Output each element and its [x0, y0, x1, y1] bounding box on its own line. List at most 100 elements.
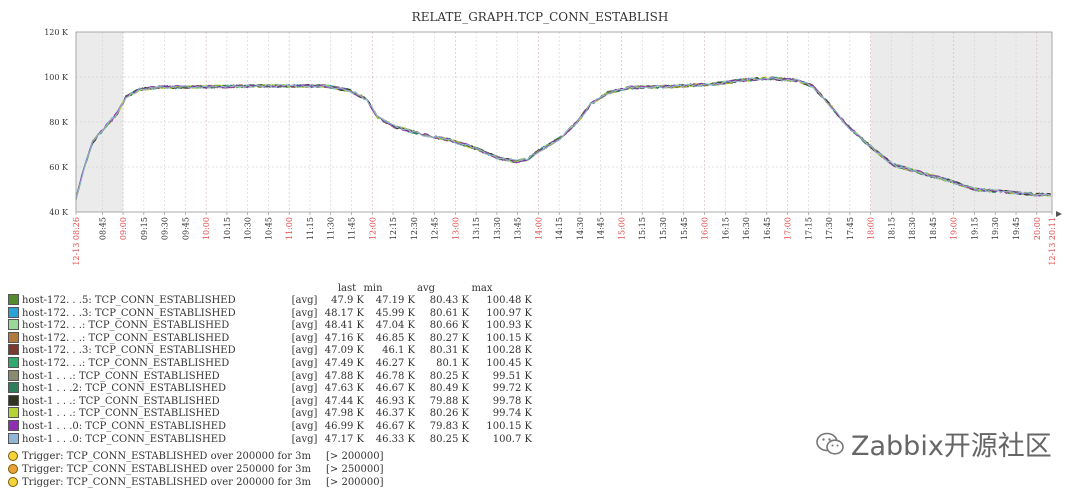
legend-avg: 80.27 K [429, 332, 469, 344]
x-tick-label: 19:00 [950, 217, 959, 240]
legend-item: host-1 . . .: TCP_CONN_ESTABLISHED [avg] 4… [8, 369, 532, 383]
legend-max: 100.28 K [486, 345, 532, 357]
legend-max: 99.74 K [492, 408, 532, 420]
x-tick-label: 08:45 [98, 217, 107, 240]
x-tick-label: 16:00 [701, 217, 710, 240]
x-tick-label: 09:45 [181, 217, 190, 240]
x-tick-label: 11:15 [306, 217, 315, 240]
legend-min: 46.33 K [375, 433, 415, 445]
y-tick-label: 100 K [44, 73, 69, 82]
legend-item: host-1 . . .2: TCP_CONN_ESTABLISHED [avg]… [8, 382, 532, 395]
legend-swatch [8, 306, 19, 318]
x-tick-label: 19:15 [970, 217, 979, 240]
legend-series-name: host-1 . . .2: TCP_CONN_ESTABLISHED [22, 383, 227, 395]
legend-series-name: host-1 . . .: TCP_CONN_ESTABLISHED [22, 408, 220, 420]
legend-col-max: max [471, 283, 493, 294]
legend-last: 47.09 K [324, 345, 364, 357]
trigger-item: Trigger: TCP_CONN_ESTABLISHED over 25000… [8, 463, 384, 476]
grid-layer [75, 31, 1053, 213]
x-tick-label: 10:15 [223, 217, 232, 240]
legend-col-last: last [337, 283, 357, 294]
x-tick-label: 16:45 [763, 217, 772, 240]
x-tick-label: 18:30 [908, 217, 917, 240]
legend-avg: 80.43 K [429, 295, 469, 306]
x-tick-label: 16:15 [721, 217, 730, 240]
x-tick-label: 15:30 [659, 217, 668, 240]
legend-func: [avg] [291, 295, 318, 306]
x-tick-label: 18:45 [929, 217, 938, 240]
time-arrow-icon [1056, 211, 1062, 217]
y-axis-ticks: 120 K 100 K 80 K 60 K 40 K [44, 28, 69, 217]
trigger-text: Trigger: TCP_CONN_ESTABLISHED over 20000… [22, 477, 312, 488]
legend-max: 100.15 K [486, 332, 532, 344]
legend-avg: 80.31 K [429, 345, 469, 357]
x-tick-label: 17:30 [825, 217, 834, 240]
legend-swatch [8, 331, 19, 343]
legend-swatch [8, 394, 19, 406]
trigger-threshold: [> 250000] [326, 464, 384, 475]
x-tick-label: 19:30 [991, 217, 1000, 240]
legend-avg: 80.25 K [429, 370, 469, 382]
legend-max: 100.48 K [486, 295, 532, 306]
legend-item: host-1 . . .: TCP_CONN_ESTABLISHED [avg] 4… [8, 407, 532, 420]
legend-func: [avg] [291, 307, 318, 319]
x-tick-label: 14:15 [555, 217, 564, 240]
legend-series-name: host-172. . .: TCP_CONN_ESTABLISHED [22, 332, 230, 344]
legend-last: 47.88 K [324, 370, 364, 382]
legend-col-avg: avg [416, 283, 435, 294]
legend-func: [avg] [291, 408, 318, 420]
legend-item: host-172. . .: TCP_CONN_ESTABLISHED [avg]… [8, 357, 532, 370]
legend-avg: 80.49 K [429, 383, 469, 395]
legend-func: [avg] [291, 395, 318, 407]
shaded-period-0 [76, 32, 124, 212]
legend-last: 47.98 K [324, 408, 364, 420]
x-tick-label: 09:00 [119, 217, 128, 240]
legend-max: 99.72 K [492, 383, 532, 395]
legend-max: 100.15 K [486, 421, 532, 432]
legend-func: [avg] [291, 383, 318, 395]
trigger-threshold: [> 200000] [326, 477, 384, 488]
legend-last: 48.17 K [324, 307, 364, 319]
x-tick-label: 12-13 08:26 [72, 217, 81, 266]
legend-avg: 80.26 K [429, 408, 469, 420]
x-tick-label: 17:00 [784, 217, 793, 240]
trigger-text: Trigger: TCP_CONN_ESTABLISHED over 25000… [22, 464, 312, 475]
watermark-text: Zabbix开源社区 [851, 431, 1052, 462]
x-tick-label: 09:30 [161, 217, 170, 240]
plot-border [75, 31, 1053, 213]
y-tick-label: 120 K [44, 28, 69, 37]
legend-func: [avg] [291, 345, 318, 357]
x-tick-label: 11:30 [327, 217, 336, 240]
legend-func: [avg] [291, 421, 318, 432]
legend-func: [avg] [291, 370, 318, 382]
legend-max: 100.93 K [486, 320, 532, 332]
legend-avg: 80.66 K [429, 320, 469, 332]
legend-max: 100.97 K [486, 307, 532, 319]
wechat-icon [815, 431, 845, 464]
x-tick-label: 13:30 [493, 217, 502, 240]
legend-item: host-172. . .3: TCP_CONN_ESTABLISHED [avg… [8, 344, 532, 357]
legend-swatch [8, 344, 19, 356]
trigger-text: Trigger: TCP_CONN_ESTABLISHED over 20000… [22, 451, 312, 462]
legend-series-name: host-172. . .: TCP_CONN_ESTABLISHED [22, 358, 230, 369]
legend-swatch [8, 407, 19, 419]
legend-func: [avg] [291, 320, 318, 332]
legend-item: host-1 . . .0: TCP_CONN_ESTABLISHED [avg]… [8, 420, 532, 433]
legend-max: 99.51 K [492, 370, 532, 382]
x-tick-label: 11:45 [347, 217, 356, 240]
legend-min: 47.19 K [375, 295, 415, 306]
legend-item: host-172. . .5: TCP_CONN_ESTABLISHED [avg… [8, 294, 532, 307]
legend-min: 46.67 K [375, 421, 415, 432]
legend-series-name: host-172. . .3: TCP_CONN_ESTABLISHED [22, 345, 236, 357]
legend-series-name: host-172. . .3: TCP_CONN_ESTABLISHED [22, 307, 236, 319]
legend-item: host-172. . .3: TCP_CONN_ESTABLISHED [avg… [8, 306, 532, 320]
x-tick-label: 15:00 [617, 217, 626, 240]
x-tick-label: 19:45 [1012, 217, 1021, 240]
x-tick-label: 12:00 [368, 217, 377, 240]
legend-min: 46.78 K [375, 370, 415, 382]
legend-series-name: host-172. . .: TCP_CONN_ESTABLISHED [22, 320, 230, 332]
legend-item: host-172. . .: TCP_CONN_ESTABLISHED [avg]… [8, 331, 532, 345]
x-tick-label: 12:30 [410, 217, 419, 240]
legend-last: 47.44 K [324, 395, 364, 407]
legend-swatch [8, 420, 19, 431]
